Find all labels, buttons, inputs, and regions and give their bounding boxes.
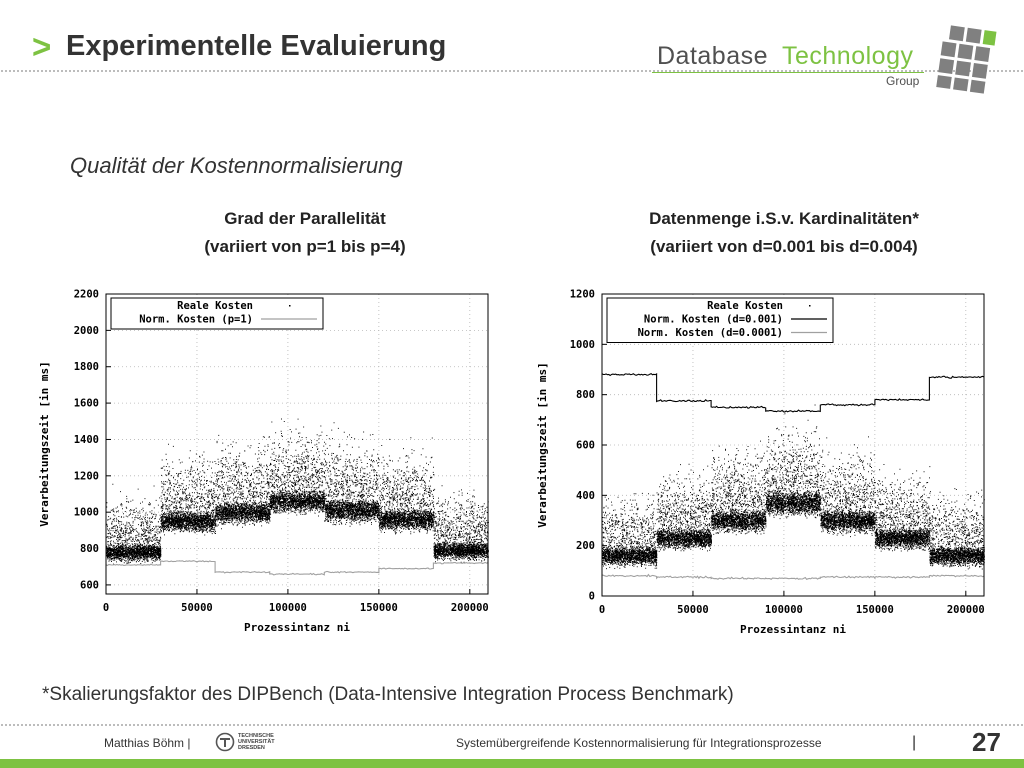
- footnote: *Skalierungsfaktor des DIPBench (Data-In…: [42, 684, 734, 705]
- page-number: 27: [972, 727, 1001, 757]
- y-tick-label: 800: [576, 389, 595, 401]
- grid: [105, 293, 488, 594]
- scatter-points: [929, 488, 985, 570]
- series-line: [601, 372, 985, 413]
- x-axis-label: Prozessintanz ni: [740, 623, 846, 636]
- scatter-points: [602, 492, 658, 570]
- footer-accent-bar: [0, 759, 1024, 768]
- legend: Reale Kosten Norm. Kosten (p=1): [110, 297, 324, 330]
- y-axis-label: Verarbeitungszeit [in ms]: [536, 362, 549, 528]
- right-chart-heading: Datenmenge i.S.v. Kardinalitäten* (varii…: [604, 205, 964, 261]
- x-tick-label: 200000: [451, 602, 489, 614]
- logo-underline: [652, 72, 924, 73]
- logo-text-technology: Technology: [782, 42, 914, 70]
- footer-talk-title: Systemübergreifende Kostennormalisierung…: [456, 736, 822, 750]
- series-line: [105, 560, 489, 576]
- y-tick-label: 1000: [570, 339, 595, 351]
- series-0: [602, 404, 985, 570]
- tick-labels: 0 200 400 600 800 1000 1200 0 50000 100000 150000 2…: [570, 289, 985, 617]
- y-tick-label: 1200: [74, 470, 99, 482]
- tick-labels: 600 800 1000 1200 1400 1600 1800 2000 2200 0 50000…: [74, 289, 489, 615]
- legend-key-point: [289, 305, 291, 307]
- y-tick-label: 0: [589, 591, 595, 603]
- left-chart-heading-line2: (variiert von p=1 bis p=4): [204, 237, 406, 256]
- slide-title: Experimentelle Evaluierung: [66, 30, 447, 62]
- left-chart-heading: Grad der Parallelität (variiert von p=1 …: [150, 205, 460, 261]
- university-logo-icon: [215, 732, 235, 752]
- series-1: [601, 372, 985, 413]
- footer-separator: |: [912, 734, 917, 751]
- scatter-points: [106, 483, 162, 565]
- university-name: TECHNISCHE UNIVERSITÄT DRESDEN: [238, 733, 275, 751]
- y-tick-label: 1600: [74, 398, 99, 410]
- scatter-points: [160, 443, 216, 536]
- legend: Reale Kosten Norm. Kosten (d=0.001)Norm. …: [606, 297, 834, 343]
- data-marks: [105, 418, 489, 576]
- y-tick-label: 1200: [570, 289, 595, 301]
- x-tick-label: 200000: [947, 604, 985, 616]
- legend-label: Norm. Kosten (d=0.001): [644, 314, 783, 326]
- scatter-points: [765, 404, 822, 520]
- logo-grid-icon: [936, 25, 997, 94]
- chart-cardinality: 0 200 400 600 800 1000 1200 0 50000 100000 150000 2…: [536, 289, 985, 636]
- y-tick-label: 2000: [74, 325, 99, 337]
- logo-text-group: Group: [886, 74, 920, 88]
- university-name-line3: DRESDEN: [238, 745, 265, 751]
- y-tick-label: 200: [576, 540, 595, 552]
- scatter-points: [269, 418, 326, 517]
- y-tick-label: 600: [80, 579, 99, 591]
- university-name-line2: UNIVERSITÄT: [238, 739, 275, 745]
- y-tick-label: 1000: [74, 507, 99, 519]
- x-tick-label: 50000: [677, 604, 709, 616]
- header-divider: [0, 70, 1024, 72]
- legend-label: Norm. Kosten (d=0.0001): [638, 327, 783, 339]
- slide-subtitle: Qualität der Kostennormalisierung: [70, 153, 403, 178]
- legend-box: [606, 297, 834, 343]
- x-tick-label: 100000: [269, 602, 307, 614]
- series-0: [106, 418, 489, 565]
- footer-author: Matthias Böhm |: [104, 736, 191, 750]
- y-axis-label: Verarbeitungszeit [in ms]: [38, 361, 51, 527]
- legend-key-point: [809, 305, 811, 307]
- data-marks: [601, 372, 985, 580]
- right-chart-heading-line1: Datenmenge i.S.v. Kardinalitäten*: [649, 209, 919, 228]
- left-chart-heading-line1: Grad der Parallelität: [224, 209, 386, 228]
- series-line: [601, 573, 985, 580]
- scatter-points: [433, 485, 489, 563]
- y-tick-label: 2200: [74, 289, 99, 301]
- x-tick-label: 0: [599, 604, 605, 616]
- footer-divider: [0, 724, 1024, 726]
- plot-frame: [105, 293, 489, 595]
- scatter-points: [820, 436, 876, 538]
- x-tick-label: 0: [103, 602, 109, 614]
- legend-box: [110, 297, 324, 330]
- y-tick-label: 600: [576, 440, 595, 452]
- legend-label: Reale Kosten: [707, 300, 783, 312]
- series-1: [105, 560, 489, 576]
- y-tick-label: 800: [80, 543, 99, 555]
- university-name-line1: TECHNISCHE: [238, 733, 274, 739]
- scatter-points: [324, 422, 380, 527]
- x-tick-label: 100000: [765, 604, 803, 616]
- legend-label: Norm. Kosten (p=1): [139, 314, 253, 326]
- series-2: [601, 573, 985, 580]
- scatter-points: [656, 463, 712, 552]
- legend-label: Reale Kosten: [177, 300, 253, 312]
- x-tick-label: 150000: [856, 604, 894, 616]
- x-tick-label: 50000: [181, 602, 213, 614]
- right-chart-heading-line2: (variiert von d=0.001 bis d=0.004): [650, 237, 918, 256]
- y-tick-label: 1400: [74, 434, 99, 446]
- scatter-points: [215, 434, 271, 530]
- title-marker: >: [32, 28, 52, 65]
- scatter-points: [711, 440, 767, 536]
- logo-text-database: Database: [657, 42, 769, 70]
- y-tick-label: 400: [576, 490, 595, 502]
- scatter-points: [874, 464, 931, 552]
- scatter-points: [378, 437, 435, 535]
- x-tick-label: 150000: [360, 602, 398, 614]
- chart-parallelism: 600 800 1000 1200 1400 1600 1800 2000 2200 0 50000…: [38, 289, 489, 634]
- x-axis-label: Prozessintanz ni: [244, 621, 350, 634]
- y-tick-label: 1800: [74, 361, 99, 373]
